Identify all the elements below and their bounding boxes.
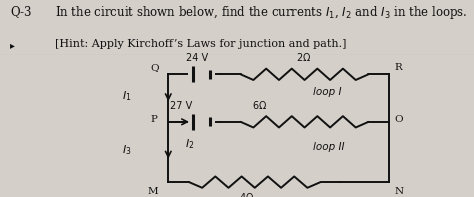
Text: ▸: ▸: [10, 40, 15, 50]
Text: R: R: [394, 63, 402, 72]
Text: loop I: loop I: [313, 87, 341, 97]
Text: $\it{I_3}$: $\it{I_3}$: [122, 143, 132, 157]
Text: 27 V: 27 V: [170, 101, 192, 111]
Text: Q-3: Q-3: [10, 6, 32, 19]
Text: N: N: [394, 187, 403, 196]
Text: P: P: [151, 115, 158, 124]
Text: 24 V: 24 V: [186, 53, 208, 63]
Text: 4$\Omega$: 4$\Omega$: [239, 191, 254, 197]
Text: 6$\Omega$: 6$\Omega$: [252, 99, 267, 111]
Text: 2$\Omega$: 2$\Omega$: [296, 51, 311, 63]
Text: In the circuit shown below, find the currents $I_1$, $I_2$ and $I_3$ in the loop: In the circuit shown below, find the cur…: [55, 4, 467, 21]
Text: $\it{I_2}$: $\it{I_2}$: [185, 138, 194, 151]
Text: Q: Q: [150, 63, 159, 72]
Text: O: O: [394, 115, 403, 124]
Text: loop II: loop II: [313, 142, 344, 152]
Text: M: M: [147, 187, 158, 196]
Text: [Hint: Apply Kirchoff’s Laws for junction and path.]: [Hint: Apply Kirchoff’s Laws for junctio…: [55, 39, 346, 49]
Text: $\it{I_1}$: $\it{I_1}$: [122, 89, 132, 103]
